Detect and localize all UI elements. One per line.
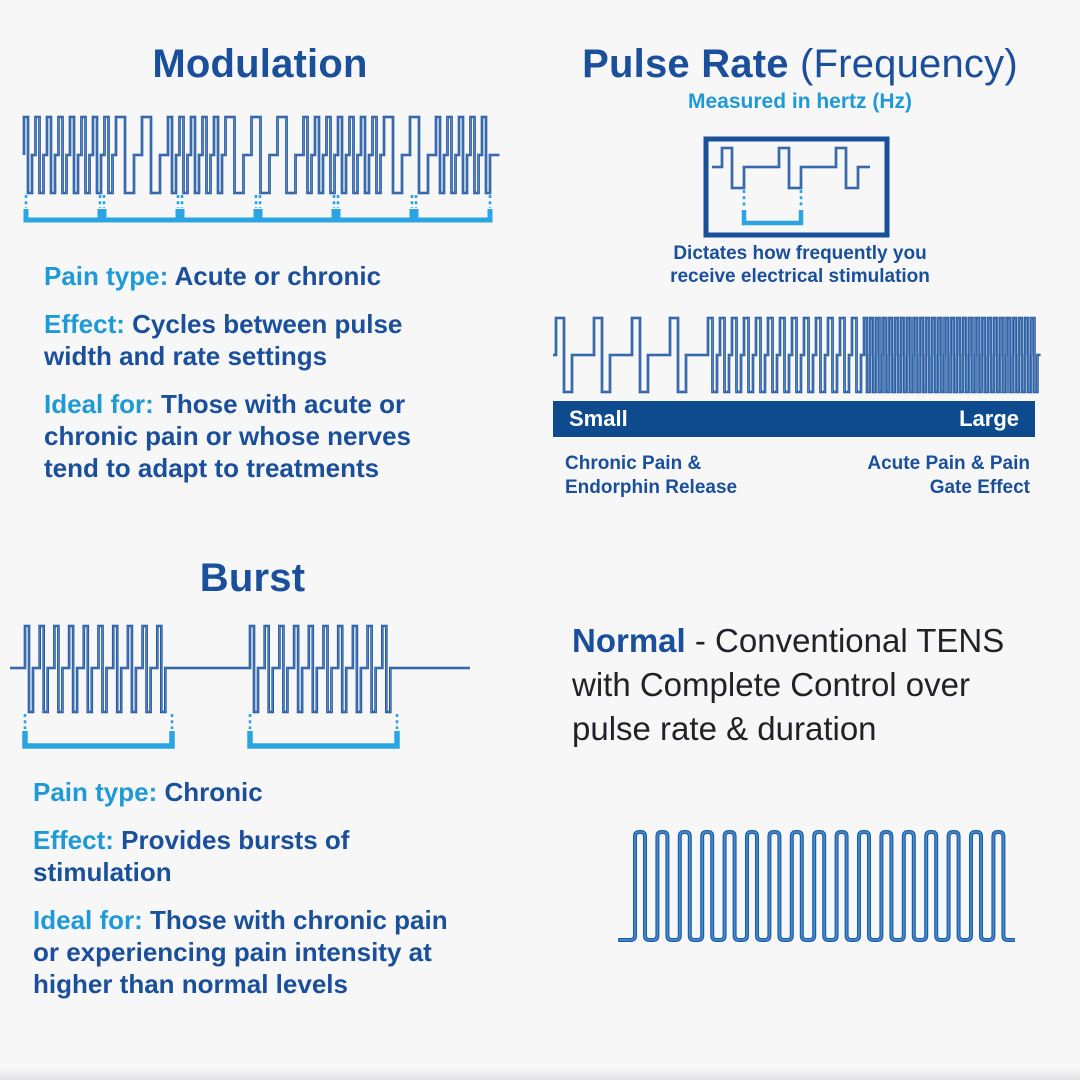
pain-type-label: Pain type: <box>33 777 158 807</box>
waveform-path <box>10 624 470 714</box>
pulse-rate-title: Pulse Rate (Frequency) <box>540 42 1060 87</box>
pulse-rate-title-main: Pulse Rate <box>582 42 789 86</box>
effect-value: Provides bursts of stimulation <box>33 825 350 887</box>
modulation-title: Modulation <box>152 42 368 86</box>
burst-waveform <box>10 624 470 749</box>
effect-label: Effect: <box>44 309 125 339</box>
bracket-mark <box>22 731 175 749</box>
frequency-scale-captions: Chronic Pain & Endorphin Release Acute P… <box>553 452 1035 500</box>
chirp-waveform <box>553 316 1041 394</box>
burst-ideal-for: Ideal for: Those with chronic pain or ex… <box>33 904 503 1000</box>
modulation-ideal-for: Ideal for: Those with acute or chronic p… <box>44 388 474 484</box>
modulation-pain-type: Pain type: Acute or chronic <box>44 260 474 292</box>
bracket-mark <box>413 209 493 223</box>
pulse-rate-subtitle: Measured in hertz (Hz) <box>687 90 913 113</box>
normal-text: Normal - Conventional TENS with Complete… <box>572 619 1062 751</box>
pulse-rate-caption: Dictates how frequently you receive elec… <box>670 243 930 287</box>
ideal-for-value: Those with acute or chronic pain or whos… <box>44 389 411 483</box>
effect-label: Effect: <box>33 825 114 855</box>
effect-value: Cycles between pulse width and rate sett… <box>44 309 403 371</box>
burst-text: Pain type: Chronic Effect: Provides burs… <box>33 776 503 1016</box>
frequency-scale-bar: Small Large <box>553 401 1035 437</box>
waveform-path <box>618 830 1015 942</box>
scale-large-label: Large <box>959 406 1019 431</box>
bracket-mark <box>247 731 400 749</box>
pulse_box-waveform <box>703 136 890 238</box>
bracket-mark <box>23 209 103 223</box>
pulse-rate-title-suffix: (Frequency) <box>800 42 1018 86</box>
ideal-for-value: Those with chronic pain or experiencing … <box>33 905 448 999</box>
normal-waveform <box>618 830 1015 942</box>
modulation-text: Pain type: Acute or chronic Effect: Cycl… <box>44 260 474 500</box>
burst-title: Burst <box>199 556 306 600</box>
waveform-highlight <box>618 831 1015 941</box>
waveform-highlight <box>712 147 870 189</box>
low-frequency-caption: Chronic Pain & Endorphin Release <box>565 453 738 498</box>
bracket-mark <box>335 209 415 223</box>
normal-description: - Conventional TENS with Complete Contro… <box>572 622 1005 747</box>
high-frequency-caption: Acute Pain & Pain Gate Effect <box>867 453 1030 498</box>
scale-small-label: Small <box>569 406 628 431</box>
waveform-highlight <box>10 625 470 713</box>
ideal-for-label: Ideal for: <box>44 389 154 419</box>
bracket-mark <box>179 209 259 223</box>
modulation-waveform <box>22 115 500 223</box>
burst-effect: Effect: Provides bursts of stimulation <box>33 824 503 888</box>
bottom-shadow <box>0 1068 1080 1080</box>
bracket-mark <box>741 210 804 226</box>
normal-title: Normal <box>572 622 686 659</box>
waveform-highlight <box>553 317 1041 393</box>
pain-type-value: Acute or chronic <box>174 261 382 291</box>
pain-type-label: Pain type: <box>44 261 169 291</box>
ideal-for-label: Ideal for: <box>33 905 143 935</box>
waveform-highlight <box>23 116 500 194</box>
bracket-mark <box>257 209 337 223</box>
pulse_box-frame <box>703 136 890 238</box>
bracket-mark <box>101 209 181 223</box>
burst-pain-type: Pain type: Chronic <box>33 776 503 808</box>
modulation-effect: Effect: Cycles between pulse width and r… <box>44 308 474 372</box>
pain-type-value: Chronic <box>164 777 263 807</box>
